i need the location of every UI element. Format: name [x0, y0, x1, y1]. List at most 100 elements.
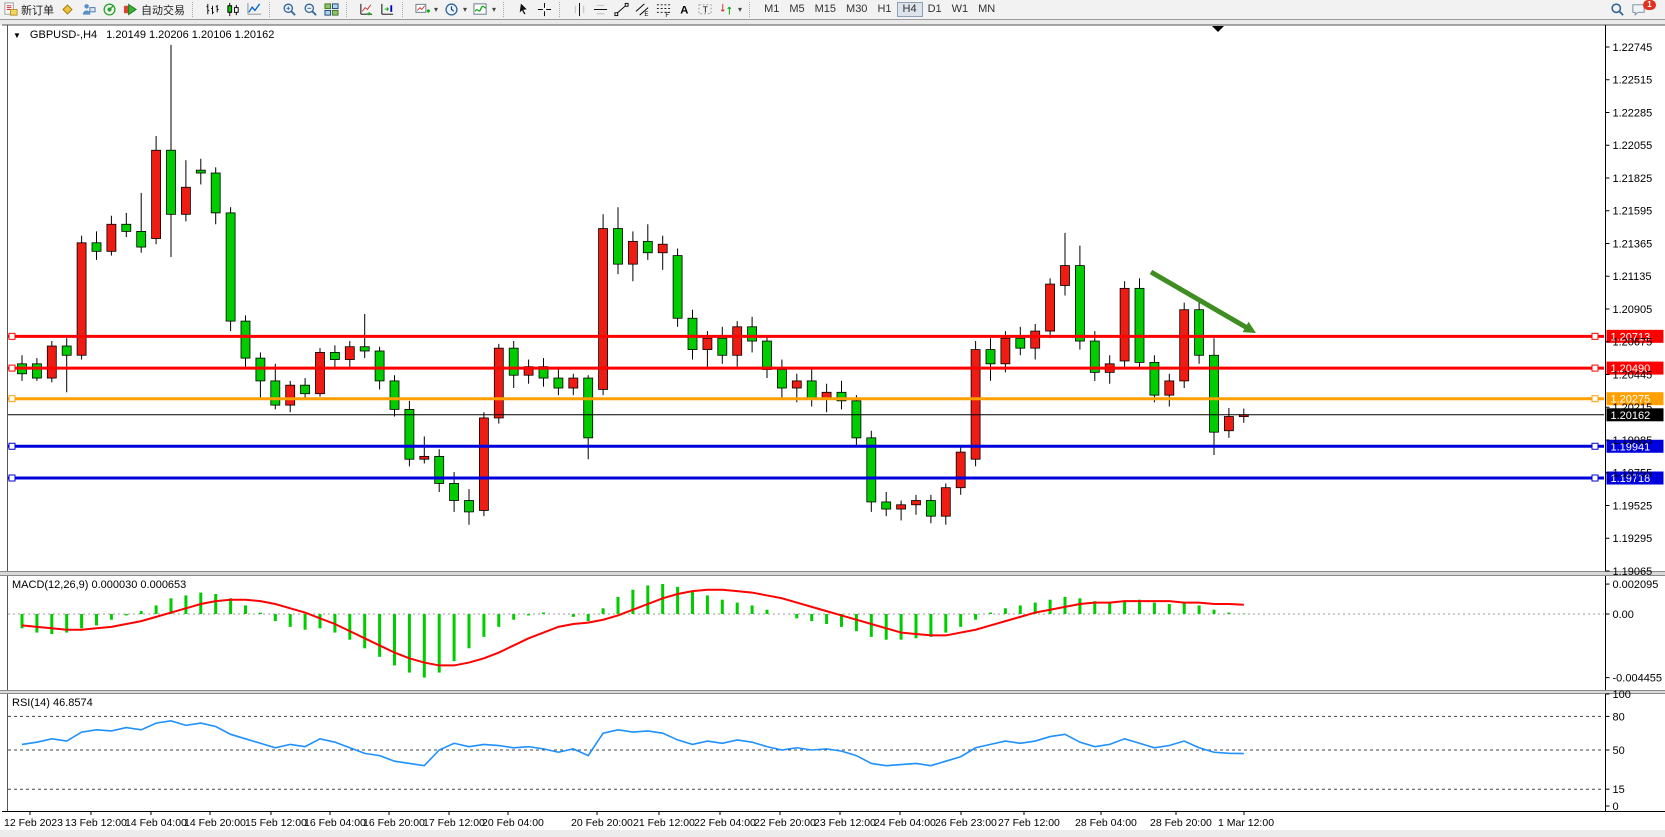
dropdown-caret-icon[interactable]: ▾ — [738, 5, 743, 14]
candle-down — [747, 326, 757, 342]
hline-handle[interactable] — [8, 364, 16, 372]
search-button[interactable] — [1607, 1, 1628, 18]
timeframe-button-m1[interactable]: M1 — [764, 3, 780, 15]
auto-scroll-button[interactable] — [356, 1, 377, 18]
timeframe-button-w1[interactable]: W1 — [951, 3, 969, 15]
rsi-line — [21, 720, 1244, 767]
svg-text:100: 100 — [1613, 689, 1631, 701]
timeframe-button-d1[interactable]: D1 — [927, 3, 942, 15]
candle-down — [777, 369, 787, 389]
bars-icon — [206, 3, 219, 15]
hline-1.20490[interactable]: 1.20490 — [8, 361, 1664, 376]
hline-1.20275[interactable]: 1.20275 — [8, 392, 1664, 406]
svg-text:1.22285: 1.22285 — [1613, 107, 1653, 119]
candle-down — [1194, 309, 1204, 356]
svg-text:1.19985: 1.19985 — [1613, 435, 1653, 447]
hline-handle[interactable] — [8, 442, 16, 450]
label-icon: T — [698, 4, 712, 14]
cursor-button[interactable] — [513, 1, 534, 18]
hline-handle[interactable] — [1591, 364, 1599, 372]
signals-button[interactable] — [99, 1, 120, 18]
community-button[interactable] — [78, 1, 99, 18]
hline-handle[interactable] — [8, 474, 16, 482]
time-label: 16 Feb 04:00 — [304, 817, 366, 829]
time-label: 20 Feb 04:00 — [482, 817, 544, 829]
hline-handle[interactable] — [1591, 395, 1599, 403]
time-label: 17 Feb 12:00 — [423, 817, 485, 829]
mql5-market-button[interactable] — [57, 1, 78, 18]
candle-down — [1209, 354, 1219, 433]
period-button[interactable]: ▾ — [441, 1, 470, 18]
new-order-button[interactable]: 新订单 — [0, 1, 57, 18]
hline-button[interactable] — [590, 1, 611, 18]
svg-text:E: E — [644, 11, 648, 17]
candlestick-series — [17, 44, 1249, 525]
trend-arrow[interactable] — [1149, 269, 1256, 333]
candle-down — [866, 437, 877, 503]
timeframe-button-m15[interactable]: M15 — [814, 3, 837, 15]
candle-down — [136, 230, 147, 248]
notification-badge: 1 — [1643, 0, 1656, 10]
arrows-button[interactable]: ▾ — [716, 1, 745, 18]
new-chart-button[interactable]: ▾ — [412, 1, 441, 18]
candle-down — [270, 380, 281, 406]
dropdown-caret-icon[interactable]: ▾ — [492, 5, 497, 14]
dropdown-caret-icon[interactable]: ▾ — [434, 5, 439, 14]
dropdown-caret-icon[interactable]: ▾ — [463, 5, 468, 14]
auto-trading-button[interactable]: 自动交易 — [120, 1, 188, 18]
candle-up — [180, 186, 191, 215]
candle-down — [762, 340, 772, 370]
timeframe-button-m30[interactable]: M30 — [846, 3, 868, 15]
candlestick-chart-button[interactable] — [223, 1, 244, 18]
hline-1.19941[interactable]: 1.19941 — [8, 439, 1664, 454]
text-button[interactable]: A — [674, 1, 695, 18]
svg-text:1.22515: 1.22515 — [1613, 75, 1653, 87]
timeframe-button-m5[interactable]: M5 — [789, 3, 805, 15]
chart-header: ▼ GBPUSD-,H4 1.20149 1.20206 1.20106 1.2… — [13, 29, 274, 41]
line-chart-button[interactable] — [244, 1, 265, 18]
trendline-button[interactable] — [611, 1, 632, 18]
indicators-button[interactable]: ▾ — [470, 1, 499, 18]
chart-ohlc-values: 1.20149 1.20206 1.20106 1.20162 — [106, 29, 275, 41]
toolbar-separator — [346, 2, 354, 17]
time-label: 22 Feb 20:00 — [754, 817, 816, 829]
price-axis[interactable]: 1.22745 1.22515 1.22285 1.22055 1.21825 1.215… — [1605, 42, 1653, 578]
candle-down — [195, 169, 206, 174]
hline-handle[interactable] — [1591, 332, 1599, 340]
channel-button[interactable]: E — [632, 1, 653, 18]
crosshair-button[interactable] — [534, 1, 555, 18]
chart-shift-marker[interactable] — [1212, 26, 1224, 32]
panel-separator[interactable] — [0, 690, 1665, 694]
candle-up — [315, 352, 325, 395]
tile-windows-button[interactable] — [321, 1, 342, 18]
zoom-in-button[interactable] — [279, 1, 300, 18]
text-label-button[interactable]: T — [695, 1, 716, 18]
hline-1.19718[interactable]: 1.19718 — [8, 471, 1664, 486]
one-click-trading-arrow[interactable]: ▼ — [13, 30, 21, 40]
timeframe-button-mn[interactable]: MN — [978, 3, 996, 15]
time-label: 12 Feb 2023 — [4, 817, 63, 829]
vline-button[interactable] — [569, 1, 590, 18]
hline-handle[interactable] — [8, 395, 16, 403]
zoom-out-button[interactable] — [300, 1, 321, 18]
candle-up — [419, 455, 430, 460]
hline-handle[interactable] — [8, 332, 16, 340]
hline-handle[interactable] — [1591, 474, 1599, 482]
panel-separator[interactable] — [0, 571, 1665, 576]
fibonacci-button[interactable]: F — [653, 1, 674, 18]
candle-down — [926, 500, 936, 517]
bar-chart-button[interactable] — [202, 1, 223, 18]
cursor-icon — [518, 2, 529, 16]
chart-shift-button[interactable] — [377, 1, 398, 18]
hline-1.20713[interactable]: 1.20713 — [8, 329, 1664, 344]
timeframe-button-h4[interactable]: H4 — [896, 2, 923, 17]
candle-up — [791, 380, 802, 389]
radar-icon — [103, 3, 116, 16]
timeframe-button-h1[interactable]: H1 — [877, 3, 892, 15]
chat-button[interactable]: 1 — [1628, 0, 1665, 18]
hline-handle[interactable] — [1591, 442, 1599, 450]
candle-up — [896, 504, 906, 510]
candle-down — [1075, 265, 1085, 342]
